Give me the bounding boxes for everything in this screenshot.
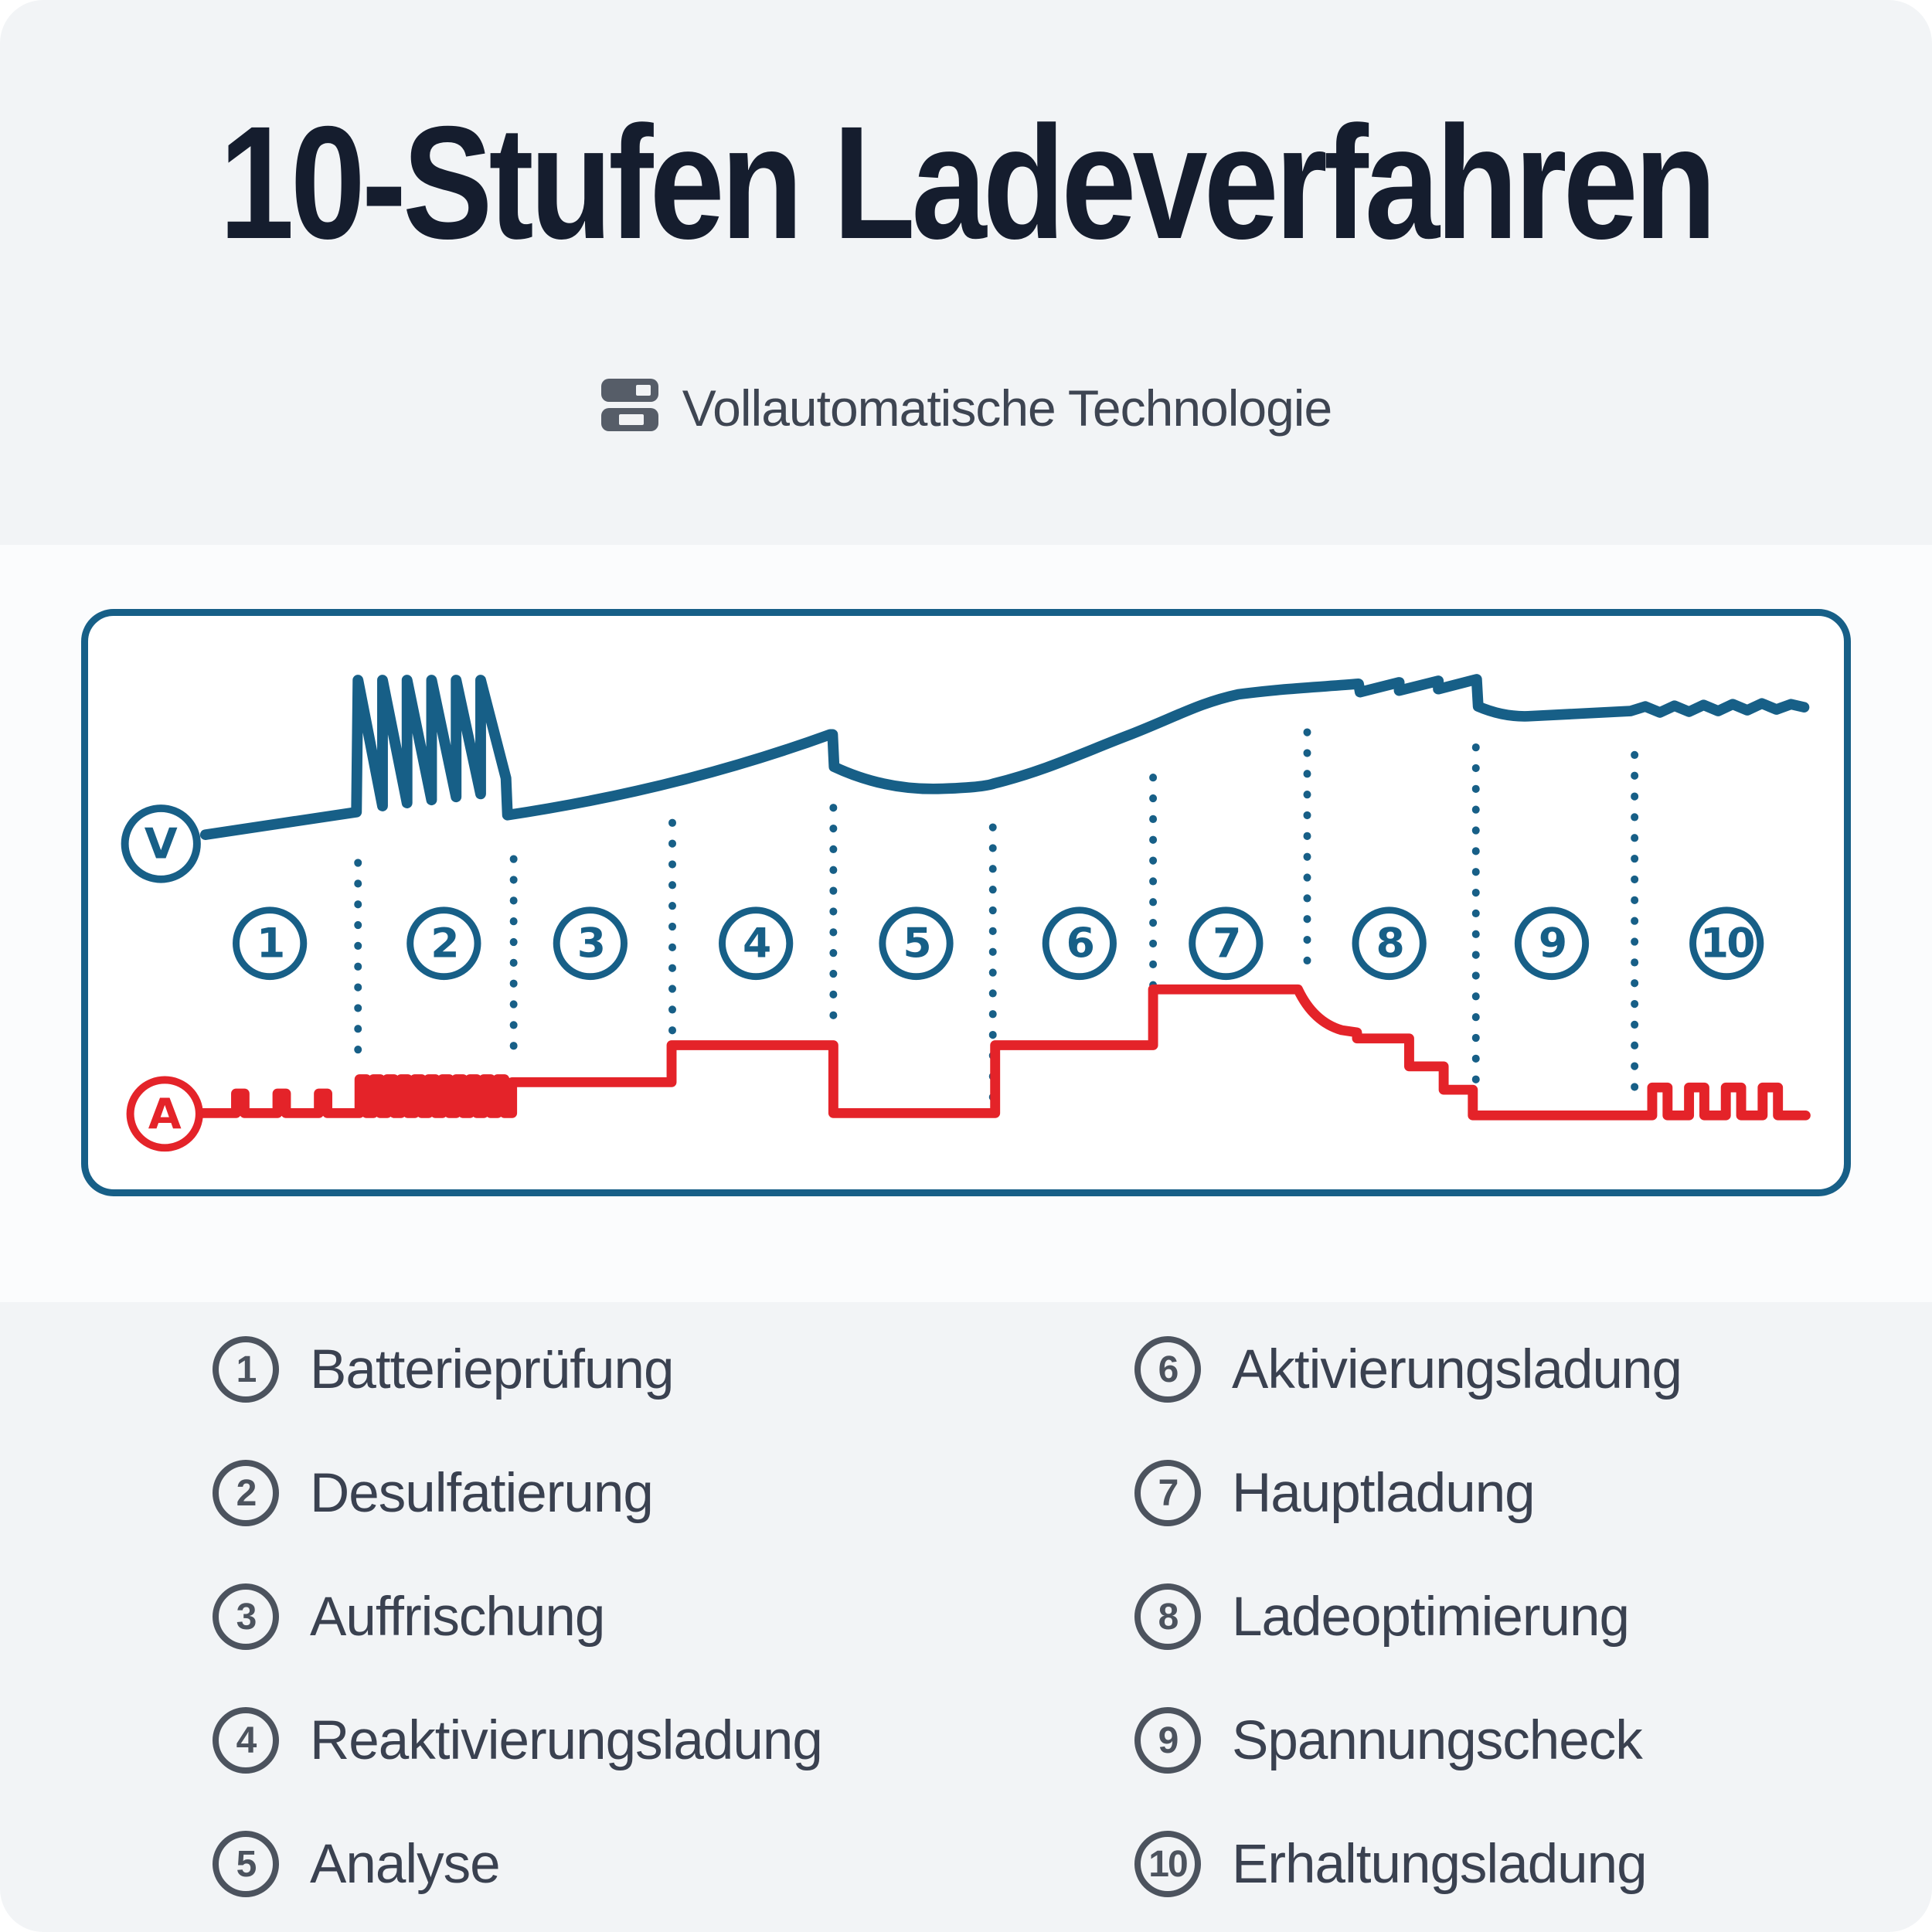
- charger-icon: [600, 377, 659, 438]
- legend-label: Aktivierungsladung: [1232, 1338, 1682, 1400]
- axis-badge-letter: A: [148, 1090, 182, 1138]
- axis-badge-letter: V: [145, 819, 178, 868]
- legend-label: Hauptladung: [1232, 1462, 1536, 1524]
- legend-number-badge: 9: [1134, 1707, 1201, 1774]
- legend-label: Spannungscheck: [1232, 1709, 1643, 1771]
- legend-label: Batterieprüfung: [310, 1338, 674, 1400]
- stage-marker-number: 7: [1213, 920, 1239, 967]
- current-curve: [198, 984, 1811, 1121]
- stage-marker-circle: [719, 906, 794, 981]
- legend-item: 4 Reaktivierungsladung: [213, 1679, 1134, 1802]
- legend-number-badge: 5: [213, 1831, 279, 1897]
- stage-marker-number: 9: [1539, 920, 1565, 967]
- legend-label: Reaktivierungsladung: [310, 1709, 823, 1771]
- voltage-curve: [199, 674, 1810, 840]
- legend-item: 10 Erhaltungsladung: [1134, 1802, 1932, 1926]
- legend-label: Auffrischung: [310, 1586, 605, 1648]
- stage-marker-circle: [1352, 906, 1427, 981]
- legend-number-badge: 6: [1134, 1336, 1201, 1403]
- stage-marker-circle: [1689, 906, 1764, 981]
- voltage-axis-badge: [121, 804, 201, 883]
- legend-item: 5 Analyse: [213, 1802, 1134, 1926]
- legend-number-badge: 7: [1134, 1460, 1201, 1526]
- legend-label: Desulfatierung: [310, 1462, 654, 1524]
- current-axis-badge: [126, 1076, 203, 1152]
- stage-marker-circle: [1189, 906, 1264, 981]
- charging-chart-panel: 1 2 3 4 5 6 7 8 9 10 V A: [81, 609, 1851, 1196]
- stage-marker-circle: [1514, 906, 1590, 981]
- legend-number-badge: 2: [213, 1460, 279, 1526]
- stage-marker-number: 5: [903, 920, 929, 967]
- page-title: 10-Stufen Ladeverfahren: [219, 94, 1717, 273]
- stage-marker-number: 10: [1700, 920, 1754, 967]
- legend-number-badge: 8: [1134, 1583, 1201, 1650]
- legend-label: Analyse: [310, 1833, 501, 1895]
- header-band: [0, 0, 1932, 545]
- legend-number-badge: 1: [213, 1336, 279, 1403]
- legend-item: 2 Desulfatierung: [213, 1431, 1134, 1555]
- stage-marker-circle: [879, 906, 954, 981]
- legend-number-badge: 3: [213, 1583, 279, 1650]
- stage-marker-number: 4: [743, 920, 770, 967]
- stage-marker-number: 6: [1066, 920, 1094, 967]
- charging-curves-svg: 1 2 3 4 5 6 7 8 9 10 V A: [121, 674, 1811, 1152]
- stage-marker-circle: [233, 906, 308, 981]
- legend-number-badge: 4: [213, 1707, 279, 1774]
- legend-item: 9 Spannungscheck: [1134, 1679, 1932, 1802]
- subtitle-text: Vollautomatische Technologie: [682, 379, 1332, 437]
- legend-label: Erhaltungsladung: [1232, 1833, 1648, 1895]
- legend-item: 8 Ladeoptimierung: [1134, 1555, 1932, 1679]
- legend-item: 6 Aktivierungsladung: [1134, 1308, 1932, 1431]
- stage-marker-circle: [553, 906, 628, 981]
- legend-number-badge: 10: [1134, 1831, 1201, 1897]
- stage-legend: 1 Batterieprüfung 2 Desulfatierung 3 Auffrisc…: [0, 1308, 1932, 1926]
- legend-item: 3 Auffrischung: [213, 1555, 1134, 1679]
- legend-label: Ladeoptimierung: [1232, 1586, 1630, 1648]
- stage-marker-number: 2: [430, 920, 457, 967]
- stage-marker-number: 8: [1376, 920, 1403, 967]
- legend-band: [0, 1302, 1932, 1932]
- stage-marker-number: 3: [577, 920, 604, 967]
- stage-marker-circle: [1042, 906, 1117, 981]
- subtitle: Vollautomatische Technologie: [0, 377, 1932, 438]
- stage-marker-circle: [406, 906, 481, 981]
- legend-item: 7 Hauptladung: [1134, 1431, 1932, 1555]
- legend-item: 1 Batterieprüfung: [213, 1308, 1134, 1431]
- stage-marker-number: 1: [257, 920, 283, 967]
